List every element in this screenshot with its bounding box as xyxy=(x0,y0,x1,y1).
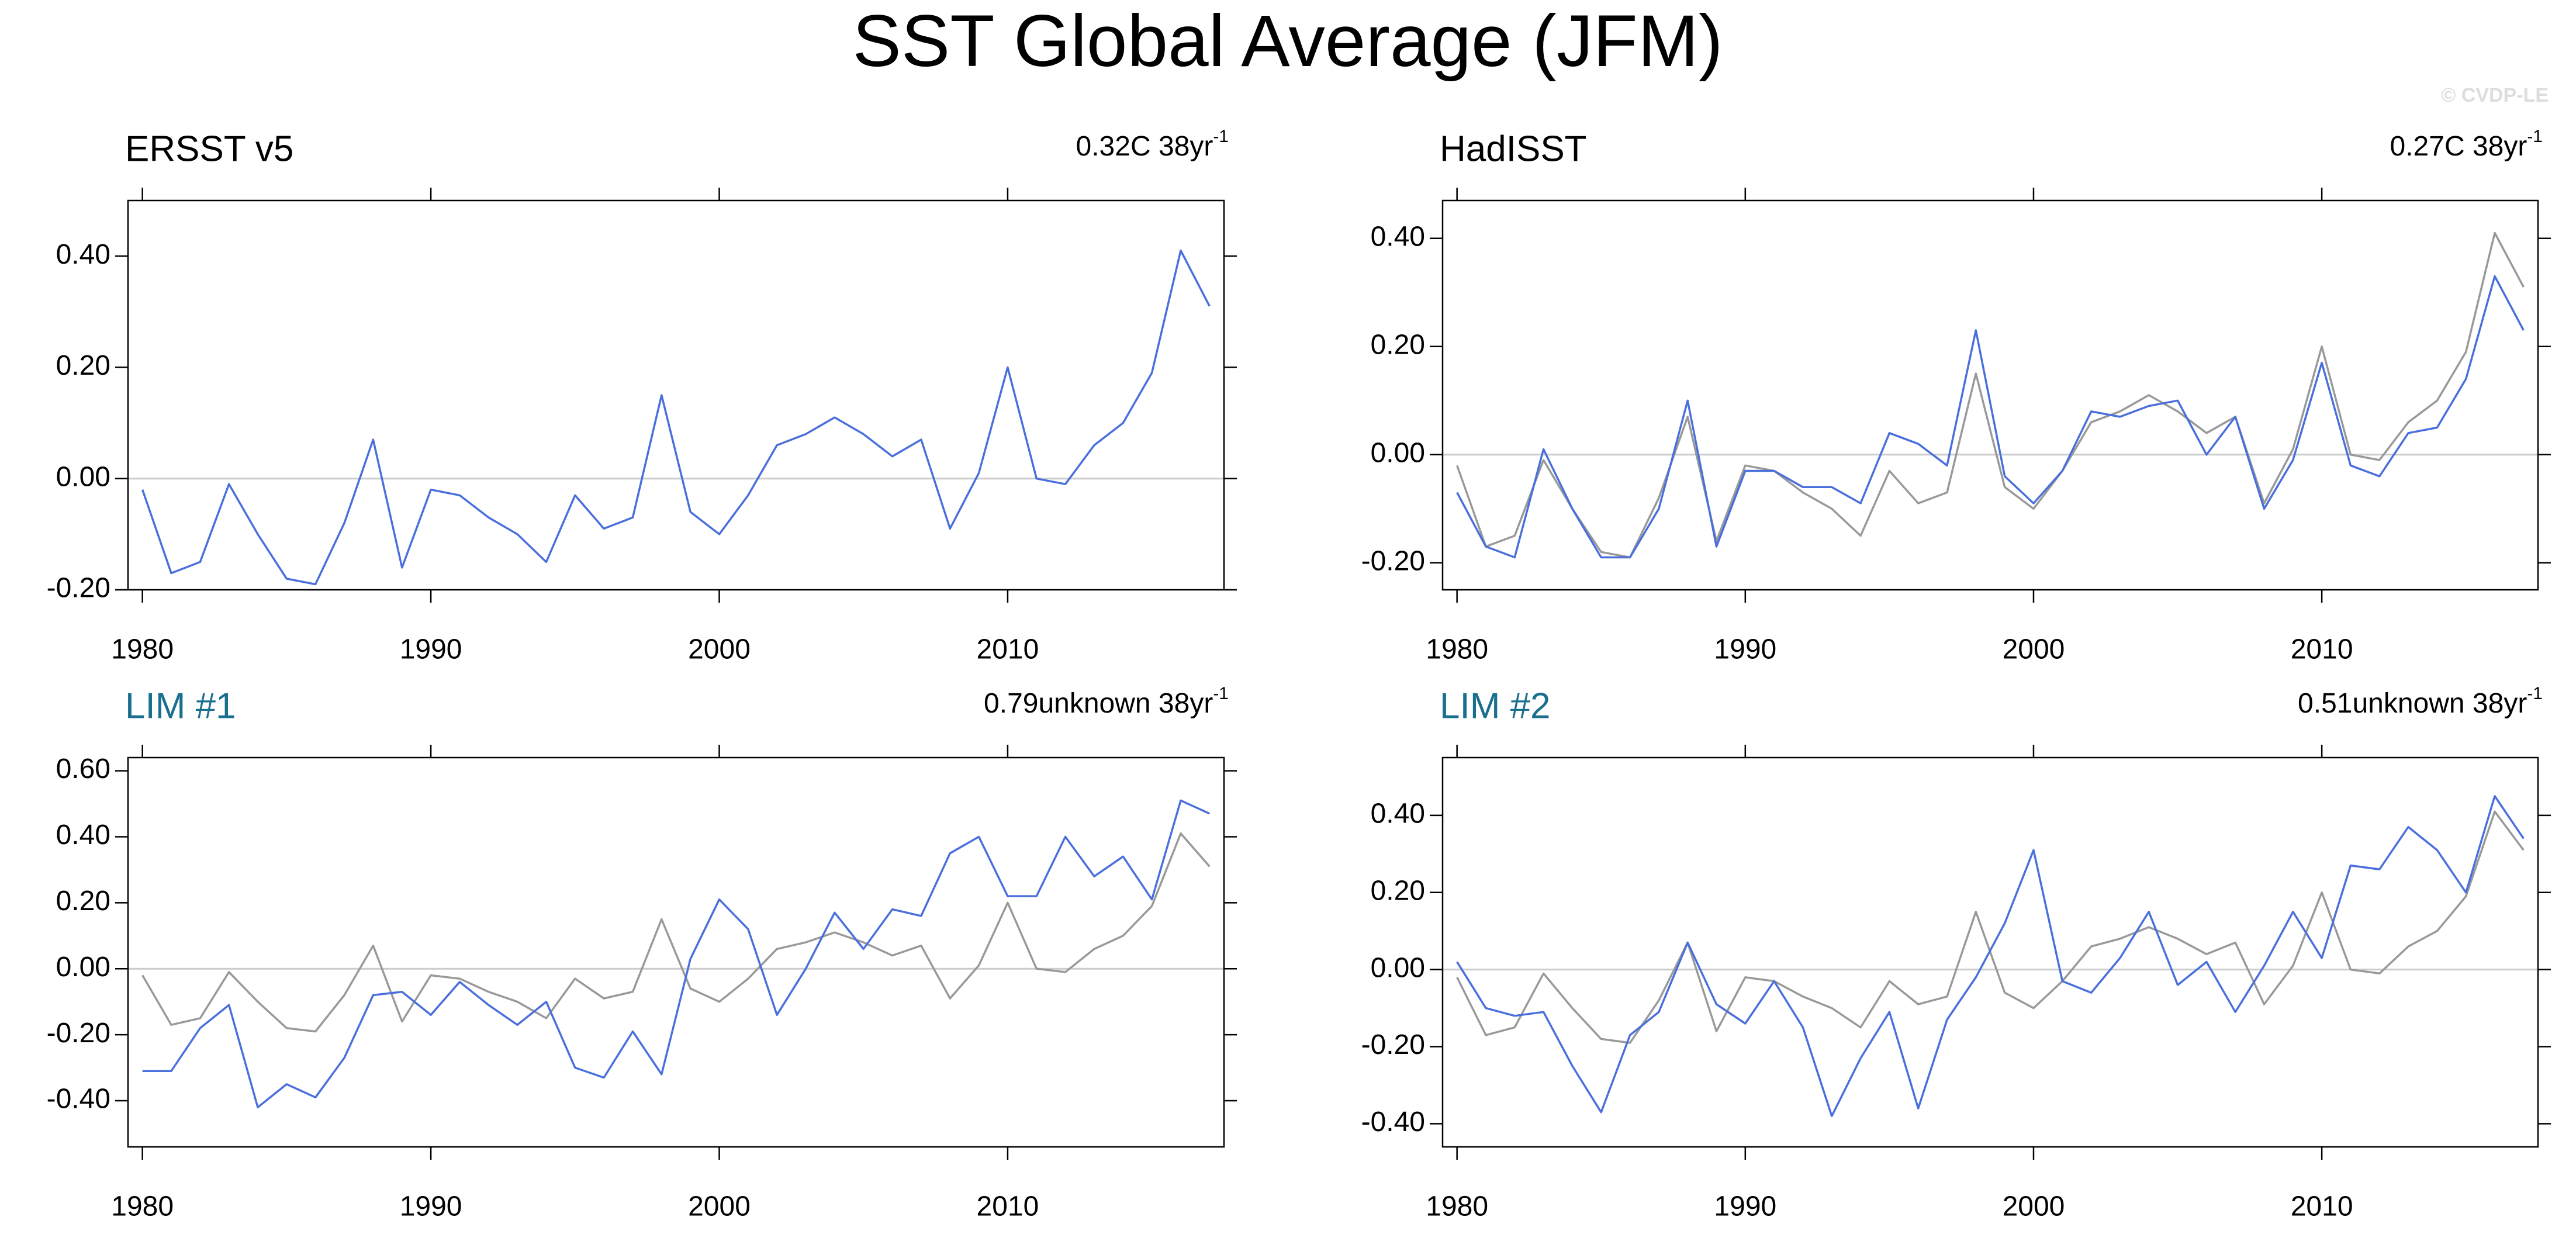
x-tick-label: 2010 xyxy=(977,1191,1039,1222)
x-tick-label: 1980 xyxy=(111,634,174,665)
plot-frame xyxy=(1441,756,2539,1148)
trend-label: 0.51unknown 38yr-1 xyxy=(2298,684,2543,719)
y-tick-label: 0.60 xyxy=(56,753,110,784)
watermark: © CVDP-LE xyxy=(2441,84,2549,106)
panel-title: HadISST xyxy=(1440,129,1587,169)
panel: -0.40 -0.20 0.00 0.20 0.40 1980 1990 2000 2010 LI… xyxy=(1361,684,2551,1222)
y-tick-label: -0.40 xyxy=(1361,1107,1425,1138)
y-tick-label: 0.20 xyxy=(1371,329,1425,360)
panel-title: LIM #2 xyxy=(1440,686,1551,726)
trend-text: 0.79unknown 38yr xyxy=(984,688,1213,719)
x-tick-label: 2010 xyxy=(2291,1191,2353,1222)
y-tick-label: 0.40 xyxy=(56,239,110,270)
x-tick-label: 1980 xyxy=(1426,634,1488,665)
trend-text: 0.27C 38yr xyxy=(2390,131,2527,162)
series-line xyxy=(1456,795,2525,1117)
y-tick-label: -0.20 xyxy=(1361,545,1425,576)
y-tick-label: 0.00 xyxy=(1371,952,1425,983)
panel-title: ERSST v5 xyxy=(125,129,293,169)
y-tick-label: 0.00 xyxy=(1371,437,1425,468)
panel: -0.40 -0.20 0.00 0.20 0.40 0.60 1980 1990 2000 20… xyxy=(47,684,1237,1222)
y-tick-label: -0.20 xyxy=(47,1018,110,1049)
panel-title: LIM #1 xyxy=(125,686,236,726)
trend-superscript: -1 xyxy=(1213,127,1229,146)
series-line xyxy=(1456,231,2525,559)
series-line xyxy=(142,799,1211,1109)
y-tick-label: 0.00 xyxy=(56,952,110,983)
y-tick-label: -0.20 xyxy=(47,573,110,604)
y-tick-label: 0.20 xyxy=(56,350,110,381)
y-tick-label: 0.20 xyxy=(56,886,110,917)
x-tick-label: 1980 xyxy=(111,1191,174,1222)
trend-label: 0.27C 38yr-1 xyxy=(2390,127,2543,162)
x-tick-label: 2000 xyxy=(688,634,751,665)
trend-superscript: -1 xyxy=(1213,684,1229,703)
series-line xyxy=(1456,810,2525,1044)
trend-label: 0.79unknown 38yr-1 xyxy=(984,684,1229,719)
plot-frame xyxy=(127,199,1225,591)
figure-title: SST Global Average (JFM) xyxy=(852,1,1723,82)
x-tick-label: 2000 xyxy=(2003,1191,2065,1222)
x-tick-label: 1990 xyxy=(1714,1191,1776,1222)
trend-superscript: -1 xyxy=(2527,684,2543,703)
trend-label: 0.32C 38yr-1 xyxy=(1076,127,1229,162)
series-line xyxy=(1456,275,2525,559)
y-tick-label: 0.20 xyxy=(1371,875,1425,906)
trend-text: 0.51unknown 38yr xyxy=(2298,688,2527,719)
x-tick-label: 2010 xyxy=(2291,634,2353,665)
x-tick-label: 1990 xyxy=(400,1191,462,1222)
plot-frame xyxy=(1441,199,2539,591)
y-tick-label: -0.40 xyxy=(47,1084,110,1115)
x-tick-label: 2000 xyxy=(688,1191,751,1222)
y-tick-label: 0.00 xyxy=(56,461,110,492)
panel: -0.20 0.00 0.20 0.40 1980 1990 2000 2010 HadISST… xyxy=(1361,127,2551,665)
x-tick-label: 2010 xyxy=(977,634,1039,665)
trend-text: 0.32C 38yr xyxy=(1076,131,1213,162)
x-tick-label: 2000 xyxy=(2003,634,2065,665)
y-tick-label: 0.40 xyxy=(1371,798,1425,829)
y-tick-label: 0.40 xyxy=(56,820,110,851)
series-line xyxy=(141,832,1211,1033)
x-tick-label: 1990 xyxy=(400,634,462,665)
plot-frame xyxy=(127,756,1225,1148)
y-tick-label: 0.40 xyxy=(1371,221,1425,252)
x-tick-label: 1990 xyxy=(1714,634,1776,665)
x-tick-label: 1980 xyxy=(1426,1191,1488,1222)
series-line xyxy=(141,249,1211,586)
panel: -0.20 0.00 0.20 0.40 1980 1990 2000 2010 ERSST v… xyxy=(47,127,1237,665)
y-tick-label: -0.20 xyxy=(1361,1029,1425,1060)
trend-superscript: -1 xyxy=(2527,127,2543,146)
